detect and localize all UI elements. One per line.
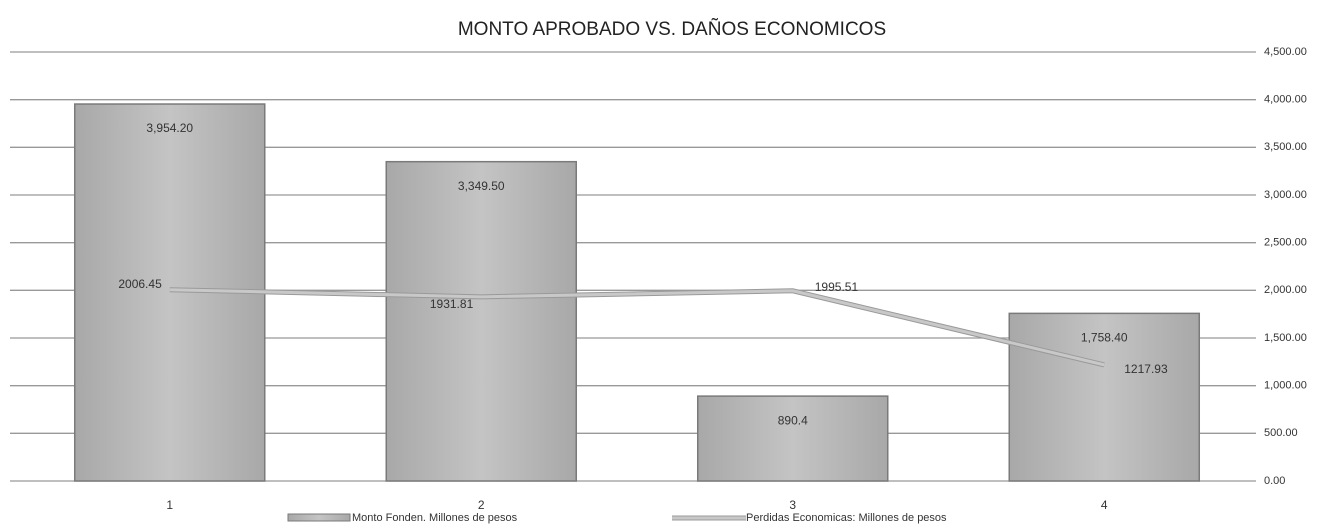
chart-title: MONTO APROBADO VS. DAÑOS ECONOMICOS [458,18,886,40]
line-value-label: 1931.81 [430,297,474,311]
bar [696,395,889,482]
legend-label: Perdidas Economicas: Millones de pesos [746,512,947,524]
line-value-label: 2006.45 [118,277,162,291]
y-tick-label: 4,000.00 [1264,94,1307,106]
y-tick-label: 2,000.00 [1264,284,1307,296]
bar-value-label: 1,758.40 [1081,331,1128,345]
line-value-label: 1995.51 [815,280,859,294]
bar-value-label: 3,349.50 [458,179,505,193]
y-tick-label: 3,000.00 [1264,189,1307,201]
y-tick-label: 1,000.00 [1264,380,1307,392]
x-tick-label: 1 [166,498,173,512]
x-tick-label: 4 [1101,498,1108,512]
bar [385,160,578,482]
y-tick-label: 500.00 [1264,427,1298,439]
y-tick-label: 0.00 [1264,475,1285,487]
y-tick-label: 1,500.00 [1264,332,1307,344]
line [169,288,1105,367]
legend-label: Monto Fonden. Millones de pesos [352,512,518,524]
line-value-label: 1217.93 [1124,362,1168,376]
legend-swatch [287,513,351,522]
x-tick-label: 2 [478,498,485,512]
bar-value-label: 3,954.20 [146,121,193,135]
y-tick-label: 2,500.00 [1264,237,1307,249]
line-outline [169,287,1105,368]
bar [1008,312,1201,482]
y-tick-label: 4,500.00 [1264,46,1307,58]
y-tick-label: 3,500.00 [1264,141,1307,153]
x-tick-label: 3 [789,498,796,512]
bar-value-label: 890.4 [778,413,808,427]
